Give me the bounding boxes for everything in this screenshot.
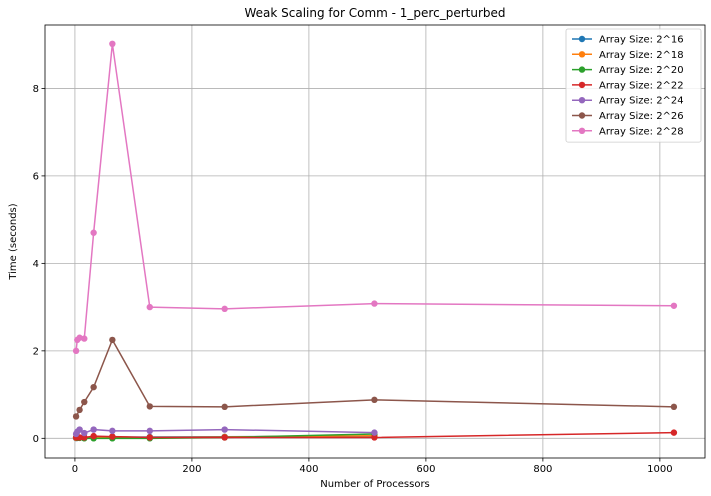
chart-title: Weak Scaling for Comm - 1_perc_perturbed: [244, 6, 505, 20]
data-point: [90, 383, 97, 391]
y-axis-label: Time (seconds): [8, 203, 19, 280]
data-point: [72, 347, 80, 355]
data-point: [221, 305, 228, 313]
data-point: [371, 396, 378, 404]
data-point: [81, 429, 88, 437]
data-point: [670, 429, 678, 436]
legend-entry: Array Size: 2^22: [572, 80, 684, 91]
legend-entry: Array Size: 2^20: [572, 65, 684, 76]
legend-marker: [578, 127, 586, 134]
data-point: [72, 413, 80, 420]
legend-label: Array Size: 2^18: [599, 50, 684, 61]
data-point: [109, 427, 116, 435]
legend-entry: Array Size: 2^18: [572, 50, 684, 61]
data-point: [76, 406, 83, 414]
data-point: [221, 403, 228, 411]
legend-label: Array Size: 2^16: [599, 35, 684, 46]
data-point: [81, 434, 88, 441]
x-tick-label: 800: [533, 464, 552, 475]
plot-area-frame: [44, 24, 706, 459]
data-point: [670, 403, 678, 411]
x-tick-label: 600: [416, 464, 435, 475]
data-point: [371, 434, 378, 441]
y-tick-label: 6: [33, 171, 39, 182]
x-axis-label: Number of Processors: [320, 479, 430, 490]
axis-ticks: 0 200 400 600 800 1000 0 2 4 6 8: [33, 84, 673, 475]
data-point: [146, 427, 153, 435]
data-point: [146, 434, 153, 441]
legend-entry: Array Size: 2^28: [572, 126, 684, 137]
series-4: [72, 429, 678, 441]
chart-legend: Array Size: 2^16 Array Size: 2^18 Array Si…: [565, 28, 702, 143]
legend-entry: Array Size: 2^16: [572, 35, 684, 46]
data-point: [90, 229, 97, 236]
data-point: [109, 336, 116, 344]
x-tick-label: 400: [299, 464, 318, 475]
legend-marker: [578, 66, 586, 73]
x-tick-label: 1000: [647, 464, 672, 475]
legend-label: Array Size: 2^26: [599, 111, 684, 122]
y-tick-label: 8: [33, 84, 39, 95]
legend-box: [565, 28, 702, 143]
series-5: [72, 426, 378, 438]
x-tick-label: 200: [182, 464, 201, 475]
data-point: [371, 429, 378, 436]
legend-label: Array Size: 2^22: [599, 80, 684, 91]
data-point: [109, 433, 116, 440]
legend-marker: [578, 112, 586, 119]
series-lines: [72, 40, 678, 442]
legend-marker: [578, 97, 586, 104]
y-tick-label: 2: [33, 346, 39, 357]
legend-marker: [578, 51, 586, 58]
data-point: [81, 335, 88, 342]
legend-marker: [578, 81, 586, 89]
data-point: [81, 398, 88, 406]
data-point: [90, 426, 97, 433]
legend-marker: [578, 35, 586, 43]
data-point: [221, 426, 228, 433]
data-point: [146, 303, 153, 311]
series-7: [72, 40, 678, 355]
data-point: [90, 432, 97, 440]
data-point: [146, 403, 153, 410]
legend-entry: Array Size: 2^24: [572, 96, 684, 107]
y-tick-label: 4: [33, 259, 39, 270]
series-6: [72, 336, 678, 420]
y-tick-label: 0: [33, 434, 39, 445]
legend-label: Array Size: 2^24: [599, 96, 684, 107]
data-point: [670, 302, 678, 309]
data-point: [109, 40, 116, 48]
legend-entry: Array Size: 2^26: [572, 111, 684, 122]
x-tick-label: 0: [72, 464, 78, 475]
legend-label: Array Size: 2^28: [599, 126, 684, 137]
data-point: [371, 300, 378, 307]
data-point: [76, 426, 83, 433]
data-point: [221, 434, 228, 441]
legend-label: Array Size: 2^20: [599, 65, 684, 76]
